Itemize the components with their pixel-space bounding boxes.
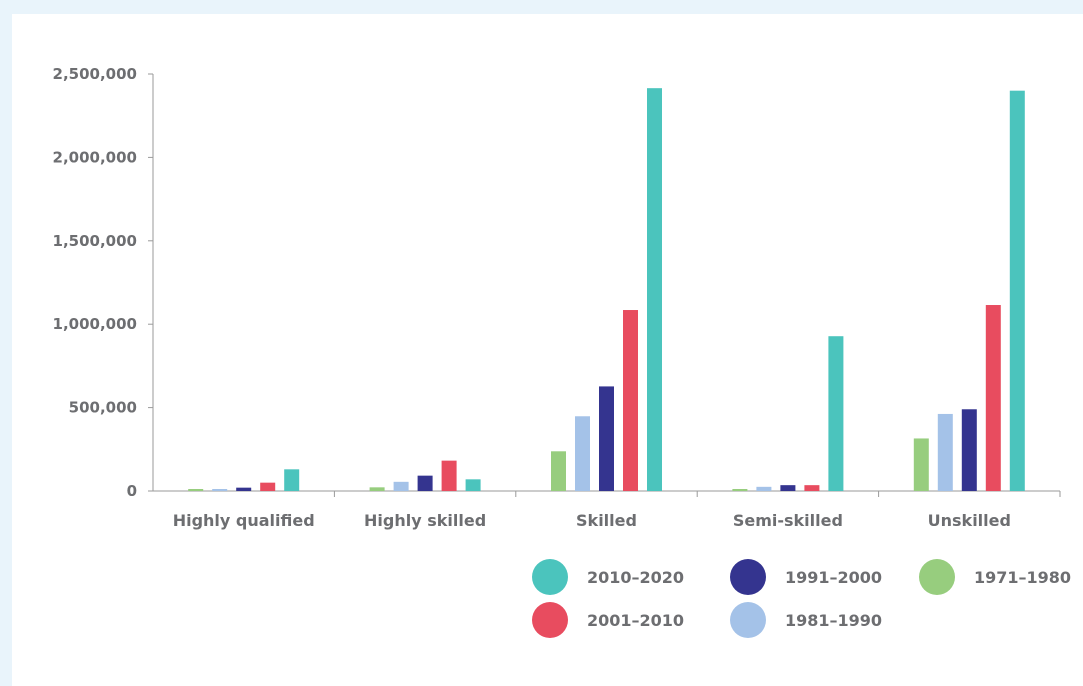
legend-label: 1981–1990: [785, 611, 882, 630]
bar: [961, 409, 977, 491]
legend-label: 2010–2020: [587, 568, 684, 587]
bar: [647, 88, 662, 491]
bar: [260, 482, 276, 491]
y-tick-label: 0: [127, 482, 137, 500]
bar: [599, 386, 614, 491]
bar: [551, 451, 566, 491]
x-category-label: Unskilled: [928, 511, 1011, 530]
bar: [575, 416, 590, 491]
bar: [236, 487, 252, 491]
y-tick-label: 1,500,000: [53, 232, 137, 250]
bar: [828, 336, 844, 491]
x-category-label: Semi-skilled: [733, 511, 843, 530]
bar: [417, 475, 433, 491]
bar: [1009, 90, 1025, 492]
legend-label: 1971–1980: [974, 568, 1071, 587]
x-category-label: Skilled: [576, 511, 637, 530]
bar: [937, 413, 953, 491]
bar: [913, 438, 929, 491]
bar: [465, 479, 481, 491]
x-category-label: Highly skilled: [364, 511, 486, 530]
legend-swatch: [730, 559, 766, 595]
bar: [212, 488, 228, 491]
x-category-label: Highly qualified: [173, 511, 315, 530]
legend-swatch: [730, 602, 766, 638]
bar: [284, 469, 300, 491]
bar: [985, 305, 1001, 491]
y-tick-label: 2,500,000: [53, 65, 137, 83]
bar: [804, 485, 820, 491]
bar: [756, 486, 772, 491]
bar: [623, 310, 638, 491]
legend-swatch: [532, 602, 568, 638]
bar: [441, 460, 457, 491]
y-tick-label: 500,000: [69, 399, 137, 417]
bar: [369, 487, 385, 491]
legend-swatch: [919, 559, 955, 595]
y-tick-label: 1,000,000: [53, 315, 137, 333]
bar: [188, 488, 204, 491]
legend-label: 1991–2000: [785, 568, 882, 587]
y-tick-label: 2,000,000: [53, 148, 137, 166]
legend-swatch: [532, 559, 568, 595]
legend-label: 2001–2010: [587, 611, 684, 630]
bar: [780, 485, 796, 491]
bar: [393, 481, 409, 491]
bar: [732, 488, 748, 491]
